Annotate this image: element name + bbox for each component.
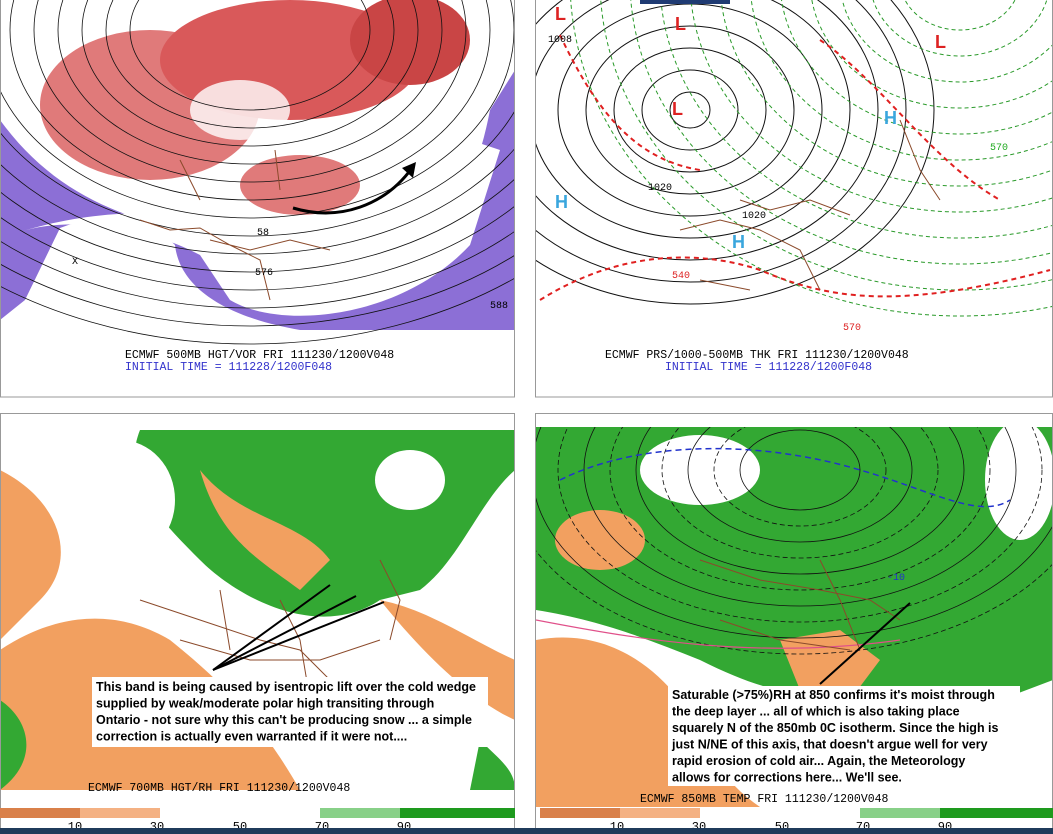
colorbar xyxy=(0,808,515,818)
map-500mb: 576 588 X 58 xyxy=(0,0,515,345)
colorbar xyxy=(540,808,1053,818)
contour-label: 576 xyxy=(255,268,273,279)
map-caption: INITIAL TIME = 111228/1200F048 xyxy=(125,361,332,374)
annotation-line: Ontario - not sure why this can't be pro… xyxy=(96,713,472,727)
annotation-line: rapid erosion of cold air... Again, the … xyxy=(672,754,965,768)
height-contour xyxy=(57,0,443,165)
thickness-contour xyxy=(811,0,1053,109)
contour-label: 588 xyxy=(490,301,508,312)
annotation-line: the deep layer ... all of which is also … xyxy=(672,705,960,719)
height-contour xyxy=(129,0,371,111)
height-contour xyxy=(105,0,395,129)
map-thickness: L L L L H H H 1008 1020 1020 570 540 570 xyxy=(536,0,1053,334)
pressure-contour xyxy=(536,0,879,261)
thickness-contour xyxy=(690,0,1053,213)
map-caption: INITIAL TIME = 111228/1200F048 xyxy=(665,361,872,374)
map-caption: ECMWF 700MB HGT/RH FRI 111230/1200V048 xyxy=(88,782,350,795)
map-caption: ECMWF 850MB TEMP FRI 111230/1200V048 xyxy=(640,793,889,806)
bottom-strip xyxy=(0,828,1053,834)
pressure-center: L xyxy=(935,32,946,52)
map-caption: ECMWF 500MB HGT/VOR FRI 111230/1200V048 xyxy=(125,349,394,362)
temp-contour xyxy=(739,429,861,511)
thickness-contour xyxy=(904,0,1016,31)
height-contour xyxy=(0,205,515,291)
pressure-center: H xyxy=(555,192,568,212)
pressure-center: H xyxy=(884,108,897,128)
annotation-box xyxy=(668,686,1020,786)
contour-label: 540 xyxy=(672,271,690,282)
height-contour xyxy=(0,178,515,273)
height-contour xyxy=(81,0,419,147)
height-contour xyxy=(0,109,515,237)
annotation-line: supplied by weak/moderate polar high tra… xyxy=(96,697,434,711)
contour-label: X xyxy=(72,257,78,268)
pressure-center: L xyxy=(675,14,686,34)
pressure-center: L xyxy=(555,4,566,24)
pressure-contour xyxy=(613,47,767,173)
thickness-contour xyxy=(720,0,1053,187)
temp-contour xyxy=(661,427,939,559)
temp-contour xyxy=(609,427,991,591)
annotation-line: Saturable (>75%)RH at 850 confirms it's … xyxy=(672,688,995,702)
height-contour xyxy=(0,230,515,309)
height-contour xyxy=(0,277,515,345)
header-strip xyxy=(640,0,730,4)
annotation-line: correction is actually even warranted if… xyxy=(96,730,407,744)
annotation-line: just N/NE of this axis, that doesn't arg… xyxy=(671,738,988,752)
temp-contour xyxy=(635,427,965,575)
height-contour xyxy=(0,254,515,327)
contour-label: 570 xyxy=(843,323,861,334)
contour-label: -10 xyxy=(887,573,905,584)
pressure-center: L xyxy=(672,99,683,119)
pressure-contour xyxy=(585,25,795,195)
temp-contour xyxy=(687,427,913,543)
map-caption: ECMWF PRS/1000-500MB THK FRI 111230/1200… xyxy=(605,349,909,362)
height-contour xyxy=(9,0,491,201)
pressure-contour xyxy=(641,69,739,151)
contour-label: 1020 xyxy=(648,183,672,194)
temp-contour xyxy=(536,427,1053,639)
thickness-contour xyxy=(570,0,1053,317)
annotation-box xyxy=(92,677,488,747)
annotation-line: squarely N of the 850mb 0C isotherm. Sin… xyxy=(672,721,999,735)
height-contour xyxy=(0,147,515,255)
pressure-center: H xyxy=(732,232,745,252)
pressure-contour xyxy=(536,0,935,305)
temp-contour xyxy=(583,427,1017,607)
annotation-line: This band is being caused by isentropic … xyxy=(96,680,476,694)
contour-label: 58 xyxy=(257,228,269,239)
height-contour xyxy=(33,0,467,183)
contour-label: 1008 xyxy=(548,35,572,46)
thickness-contour xyxy=(781,0,1053,135)
annotation-pointers xyxy=(212,584,911,685)
annotation-line: allows for corrections here... We'll see… xyxy=(672,771,902,785)
pressure-contour xyxy=(536,0,907,283)
panel-border xyxy=(0,0,515,398)
pressure-contour xyxy=(536,0,851,239)
contour-label: 570 xyxy=(990,143,1008,154)
contour-label: 1020 xyxy=(742,211,766,222)
temp-contour xyxy=(557,427,1043,623)
temp-contour xyxy=(536,550,1053,655)
temp-contour xyxy=(713,427,887,527)
pressure-contour xyxy=(669,91,711,129)
